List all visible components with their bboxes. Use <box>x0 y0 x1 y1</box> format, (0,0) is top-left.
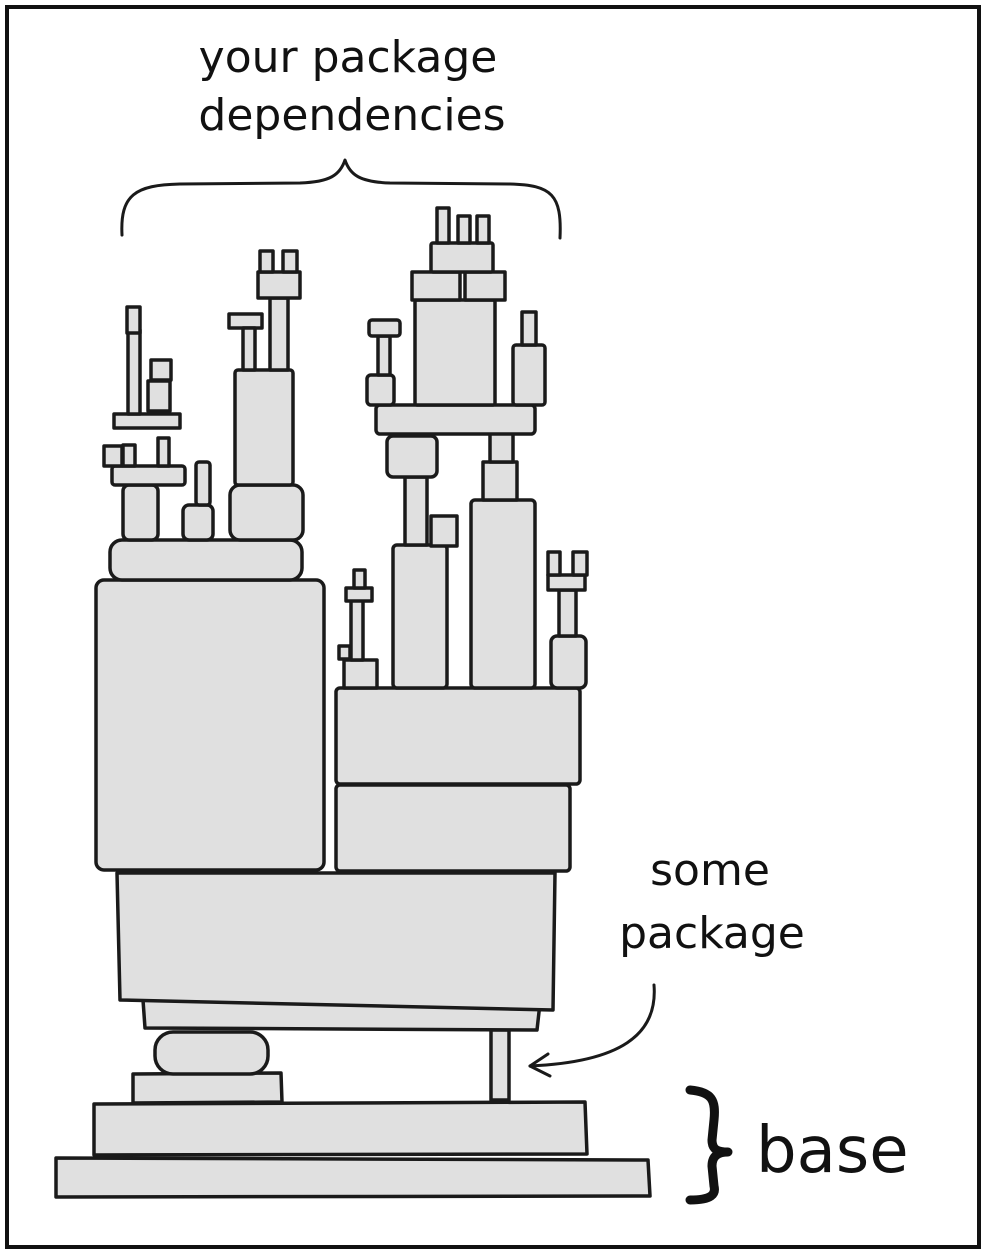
left-shelf <box>110 464 187 487</box>
right-tall-block-b <box>469 498 537 690</box>
base-brace <box>685 1085 733 1205</box>
right-platform-right-post <box>520 310 538 347</box>
right-top-base-b <box>463 270 507 302</box>
right-post-cap-a <box>344 586 374 603</box>
right-tooth-right-a <box>546 550 562 577</box>
label-base: base <box>756 1114 909 1188</box>
support-round-block <box>153 1030 270 1076</box>
right-top-tooth-b <box>456 214 472 245</box>
label-some-line1: some <box>650 845 770 896</box>
left-post-cap <box>125 305 142 335</box>
right-mid-square <box>429 514 459 548</box>
right-block-d <box>481 460 519 502</box>
right-platform-block <box>413 298 497 407</box>
left-small-shelf <box>112 412 182 430</box>
right-tooth-right-b <box>571 550 589 577</box>
right-top-base-a <box>410 270 462 302</box>
mid-tier-wide-block <box>115 871 557 1012</box>
right-platform-left-post <box>376 334 392 377</box>
right-post-nub <box>337 644 352 661</box>
right-thin-post-right <box>557 588 578 638</box>
left-large-block <box>94 578 326 872</box>
right-tall-block-a <box>391 543 449 690</box>
some-package-arrow <box>528 983 656 1068</box>
left-upper-post-b <box>268 296 290 372</box>
right-block-c <box>385 434 439 479</box>
left-shelf-post-a <box>121 443 137 468</box>
left-top-cap <box>256 270 302 300</box>
some-package-block <box>489 1028 511 1102</box>
left-small-square-1 <box>149 358 173 382</box>
left-medium-block <box>228 483 305 542</box>
label-some-line2: package <box>619 908 805 959</box>
left-small-block-2 <box>181 503 215 542</box>
left-cap-slab <box>108 538 304 582</box>
left-upper-shelf <box>227 312 264 330</box>
dependencies-brace <box>120 158 562 240</box>
right-top-bar <box>429 241 495 274</box>
label-dependencies-line2: dependencies <box>198 90 505 141</box>
right-platform <box>374 403 537 436</box>
right-platform-left-stub <box>365 373 396 407</box>
right-platform-left-cap <box>367 318 402 338</box>
left-small-block-1 <box>121 483 160 542</box>
right-lower-block <box>334 783 572 873</box>
label-dependencies-line1: your package <box>199 32 498 83</box>
left-tall-post <box>126 328 142 416</box>
right-post-cap-b <box>352 568 367 590</box>
left-tall-block <box>233 368 295 487</box>
base-top-slab <box>92 1100 589 1157</box>
left-tiny-block-1 <box>102 444 124 468</box>
right-block-e <box>488 430 515 464</box>
left-top-tooth-a <box>258 249 275 274</box>
right-mid-post <box>403 475 429 547</box>
left-small-square-2 <box>146 379 172 413</box>
left-top-tooth-b <box>281 249 299 274</box>
right-platform-right-block <box>511 343 547 407</box>
left-upper-post-a <box>241 326 257 372</box>
right-bottom-left-post <box>342 658 379 690</box>
base-bottom-slab <box>54 1156 652 1199</box>
right-top-tooth-a <box>435 206 451 245</box>
left-shelf-post-b <box>156 436 171 468</box>
some-package-arrow-head <box>528 1052 552 1078</box>
right-small-block-right <box>549 634 588 690</box>
right-cap-right <box>546 573 587 592</box>
left-thin-post-1 <box>194 460 212 507</box>
right-top-tooth-c <box>475 214 491 245</box>
support-low-slab <box>131 1071 284 1105</box>
right-upper-block <box>334 686 582 786</box>
